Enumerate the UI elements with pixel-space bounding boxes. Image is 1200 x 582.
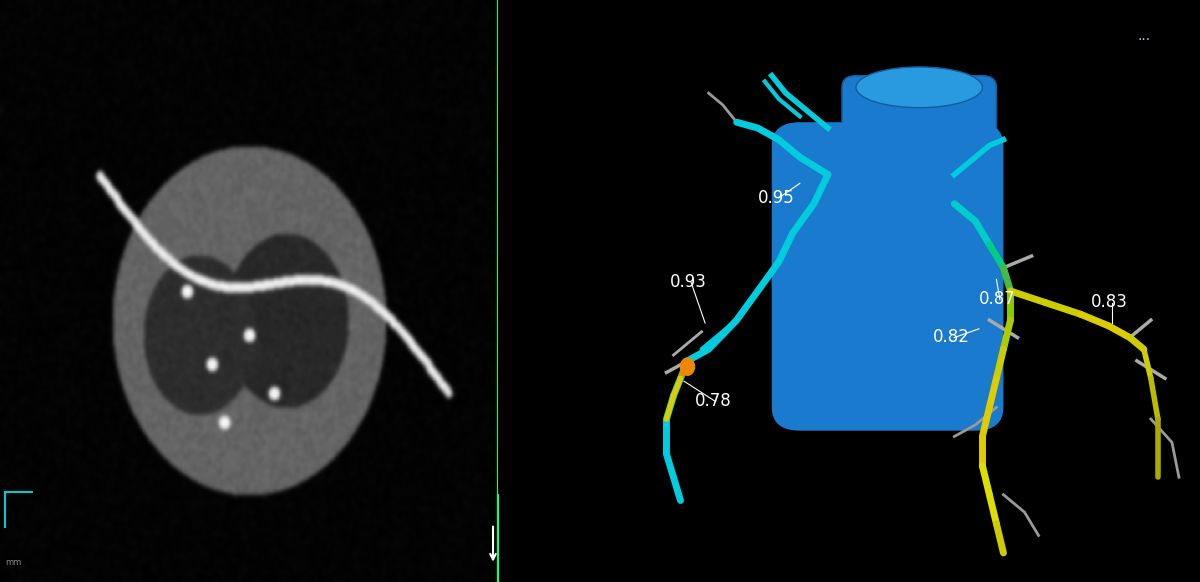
Ellipse shape: [856, 67, 983, 108]
Text: 0.82: 0.82: [934, 328, 970, 346]
Text: 0.83: 0.83: [1091, 293, 1128, 311]
Text: 0.87: 0.87: [979, 290, 1015, 308]
Text: 0.78: 0.78: [695, 392, 731, 410]
Text: mm: mm: [5, 558, 22, 566]
Text: 0.93: 0.93: [670, 273, 707, 291]
FancyBboxPatch shape: [772, 122, 1003, 431]
Text: 0.95: 0.95: [757, 189, 794, 207]
Ellipse shape: [870, 180, 996, 425]
Ellipse shape: [772, 134, 954, 425]
Text: ...: ...: [1138, 29, 1151, 43]
FancyBboxPatch shape: [842, 76, 996, 262]
Ellipse shape: [680, 357, 695, 376]
